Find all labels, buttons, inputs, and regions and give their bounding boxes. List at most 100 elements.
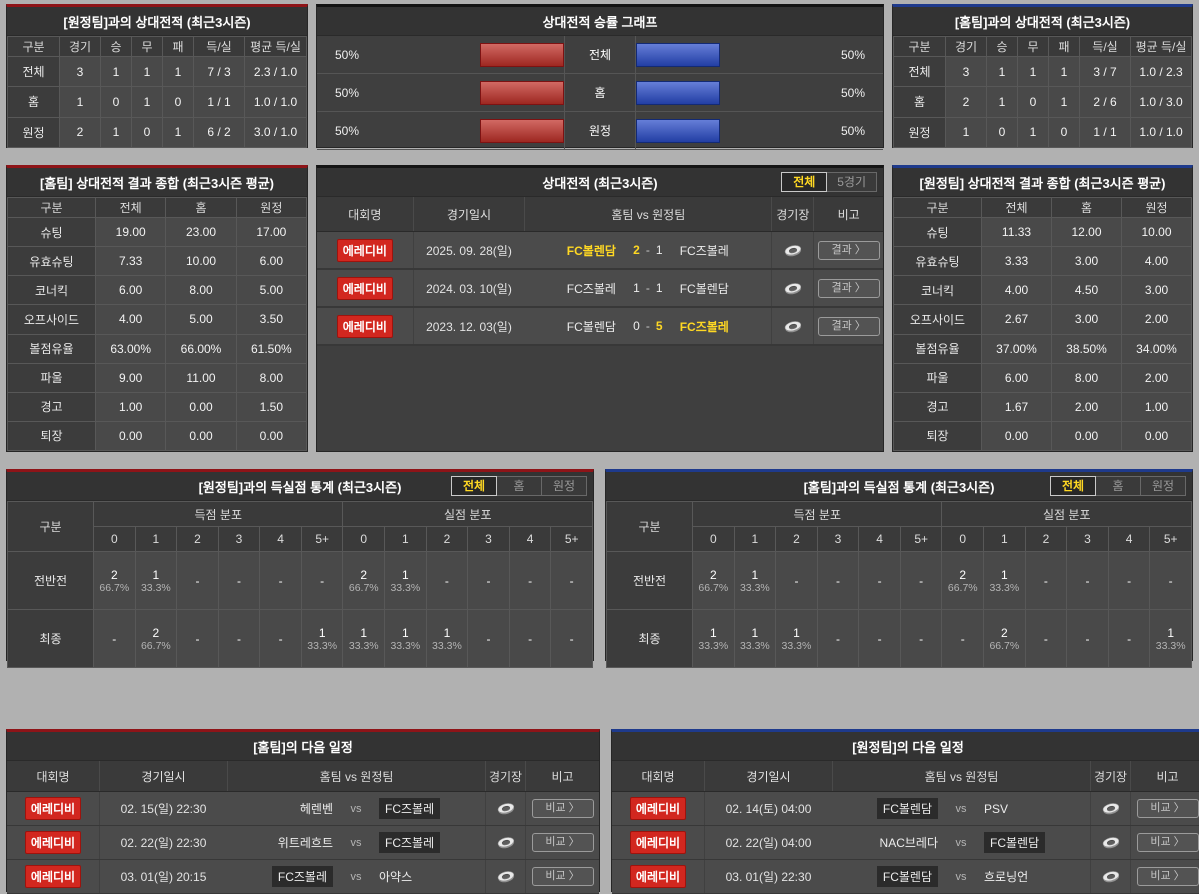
panel-title: [원정팀] 상대전적 결과 종합 (최근3시즌 평균) [893, 168, 1192, 197]
stadium-icon[interactable] [1101, 835, 1121, 850]
result-button[interactable]: 결과 〉 [817, 240, 880, 260]
result-button[interactable]: 결과 〉 [817, 278, 880, 298]
stat-value: 8.00 [235, 362, 308, 393]
middle-row: [홈팀] 상대전적 결과 종합 (최근3시즌 평균) 구분 전체 홈 원정 슈팅… [6, 165, 1193, 452]
row-label: 홈 [7, 86, 60, 118]
away-team-cell: 아약스 [373, 860, 485, 893]
away-score: 5 [655, 319, 663, 333]
stat-value: 4.00 [1121, 246, 1192, 277]
compare-button[interactable]: 비교 〉 [531, 867, 594, 886]
compare-button[interactable]: 비교 〉 [1136, 799, 1199, 818]
tab-5games[interactable]: 5경기 [826, 172, 877, 192]
dist-cell: - [899, 609, 943, 668]
compare-button[interactable]: 비교 〉 [531, 799, 594, 818]
league-cell: 에레디비 [7, 792, 99, 825]
score-dash: - [645, 319, 650, 333]
tab-away[interactable]: 원정 [541, 476, 587, 496]
stat-value: 1 [1017, 55, 1049, 88]
stat-value: 63.00% [94, 333, 167, 364]
home-win-bar [480, 42, 564, 67]
home-bar-zone [396, 118, 564, 143]
tab-all[interactable]: 전체 [781, 172, 828, 192]
col-header-teams: 홈팀 vs 원정팀 [832, 761, 1090, 791]
col-header-stadium: 경기장 [1090, 761, 1130, 791]
away-team-name: FC즈볼레 [679, 243, 729, 258]
stadium-cell [771, 270, 813, 306]
table-row: 유효슈팅 7.33 10.00 6.00 [7, 246, 308, 277]
league-badge: 에레디비 [336, 238, 393, 262]
stadium-icon[interactable] [783, 319, 803, 334]
tab-away[interactable]: 원정 [1140, 476, 1186, 496]
stadium-cell [485, 826, 525, 859]
stat-value: 2.00 [1051, 391, 1122, 422]
match-score: 0 - 5 [620, 308, 676, 344]
tab-all[interactable]: 전체 [451, 476, 497, 496]
stat-value: 6.00 [94, 275, 167, 306]
stadium-icon[interactable] [783, 243, 803, 258]
stadium-icon[interactable] [783, 281, 803, 296]
dist-cell: - [775, 551, 818, 610]
table-row: 슈팅 11.33 12.00 10.00 [893, 216, 1192, 248]
left-percent-label: 50% [335, 47, 360, 62]
compare-button[interactable]: 비교 〉 [531, 833, 594, 852]
match-date: 2023. 12. 03(일) [412, 308, 525, 344]
graph-row: 50% 전체 50% [317, 36, 883, 74]
away-team-cell: PSV [978, 792, 1090, 825]
match-date: 02. 22(일) 04:00 [704, 826, 832, 859]
away-team-name: FC즈볼레 [379, 798, 441, 819]
goal-stats-home-table: 구분 득점 분포 실점 분포 0 1 2 3 4 5+ 0 1 2 3 4 5+ 전반전 2 66.7… [606, 501, 1192, 668]
dist-cell: - [1024, 609, 1068, 668]
stadium-icon[interactable] [1101, 869, 1121, 884]
summary-home-panel: [홈팀] 상대전적 결과 종합 (최근3시즌 평균) 구분 전체 홈 원정 슈팅… [6, 165, 308, 452]
h2h-away-panel: [원정팀]과의 상대전적 (최근3시즌) 구분 경기 승 무 패 득/실 평균 … [6, 4, 308, 149]
compare-button[interactable]: 비교 〉 [1136, 833, 1199, 852]
col-header: 4 [1107, 526, 1151, 552]
h2h-home-table: 구분 경기 승 무 패 득/실 평균 득/실 전체 3 1 1 1 3 / 7 [893, 36, 1192, 149]
tab-all[interactable]: 전체 [1050, 476, 1096, 496]
stat-value: 10.00 [1121, 216, 1192, 248]
stadium-icon[interactable] [496, 835, 516, 850]
stat-value: 1 [1017, 116, 1049, 149]
stadium-cell [1090, 792, 1130, 825]
col-header-teams: 홈팀 vs 원정팀 [524, 197, 771, 231]
stat-value: 1.0 / 3.0 [1130, 86, 1192, 118]
stat-value: 61.50% [235, 333, 308, 364]
table-row: 파울 6.00 8.00 2.00 [893, 362, 1192, 393]
away-team-cell: FC볼렌담 [676, 270, 772, 306]
result-button[interactable]: 결과 〉 [817, 316, 880, 336]
stat-value: 8.00 [165, 275, 237, 306]
stat-value: 0.00 [1051, 420, 1122, 452]
dist-cell: 2 66.7% [342, 551, 386, 610]
stadium-icon[interactable] [496, 869, 516, 884]
row-label: 슈팅 [7, 216, 96, 248]
col-header: 패 [162, 36, 194, 57]
away-team-name: FC즈볼레 [379, 832, 441, 853]
tab-home[interactable]: 홈 [1095, 476, 1141, 496]
match-row: 에레디비 2023. 12. 03(일) FC볼렌담 0 - 5 FC즈볼레 결… [317, 308, 883, 346]
col-header: 홈 [165, 197, 237, 218]
panel-title: 상대전적 (최근3시즌) 전체 5경기 [317, 168, 883, 197]
table-row: 전반전 2 66.7% 1 33.3% - - - - 2 66.7% 1 33.3% … [606, 551, 1192, 610]
goal-stats-tabs: 전체 홈 원정 [451, 476, 587, 496]
compare-button[interactable]: 비교 〉 [1136, 867, 1199, 886]
stadium-icon[interactable] [1101, 801, 1121, 816]
dist-cell: - [217, 551, 261, 610]
tab-home[interactable]: 홈 [496, 476, 542, 496]
stat-value: 2 / 6 [1079, 86, 1131, 118]
stat-value: 7 / 3 [193, 55, 245, 88]
dist-cell: - [259, 609, 302, 668]
stadium-icon[interactable] [496, 801, 516, 816]
schedule-item: 에레디비 03. 01(일) 20:15 FC즈볼레 vs 아약스 비교 〉 [7, 860, 599, 894]
panel-title-text: [홈팀]의 다음 일정 [253, 739, 353, 755]
col-header: 2 [176, 526, 219, 552]
home-team-cell: FC즈볼레 [524, 270, 620, 306]
league-cell: 에레디비 [612, 826, 704, 859]
dist-cell: 2 66.7% [134, 609, 178, 668]
stat-value: 1 [100, 116, 132, 149]
note-cell: 비교 〉 [1130, 860, 1199, 893]
stadium-cell [771, 308, 813, 344]
league-badge: 에레디비 [24, 797, 82, 820]
dist-cell: - [1107, 551, 1151, 610]
stat-value: 5.00 [235, 275, 308, 306]
stat-value: 3 [945, 55, 987, 88]
